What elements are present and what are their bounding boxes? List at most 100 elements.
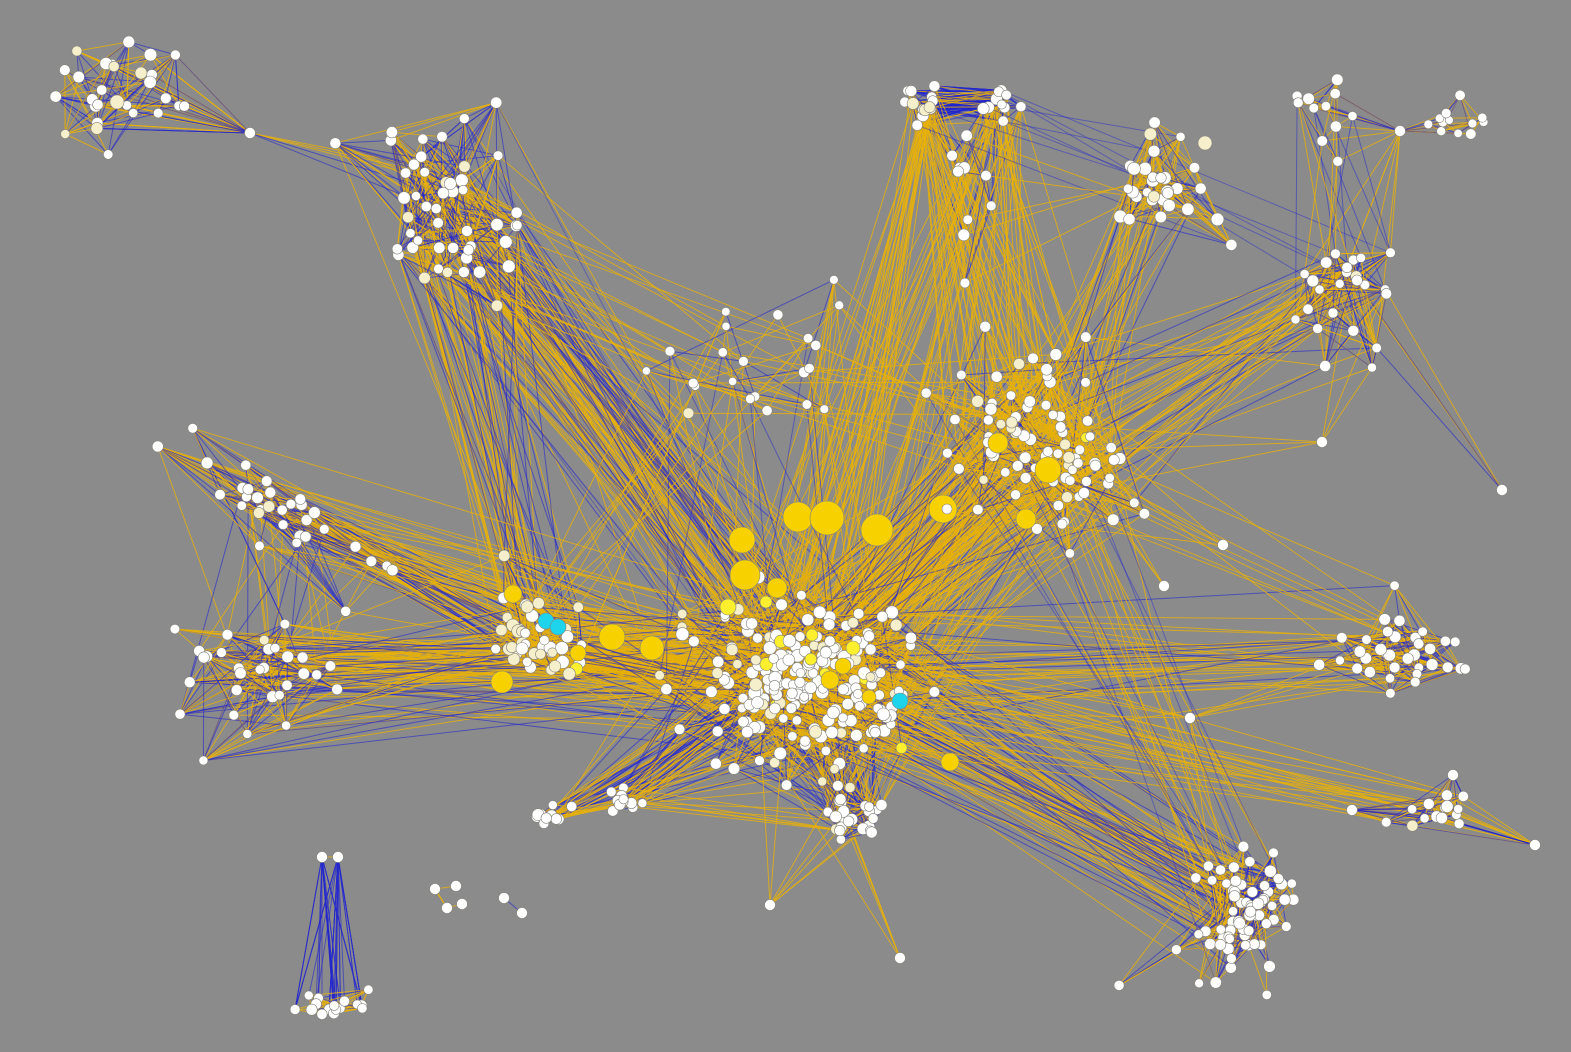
graph-edge [97, 122, 251, 134]
graph-edge [179, 536, 307, 715]
graph-edge [503, 555, 719, 663]
graph-edge [932, 91, 999, 102]
graph-edge [1095, 367, 1373, 467]
graph-edge [966, 135, 1137, 198]
graph-edge [933, 85, 953, 156]
graph-edge [931, 96, 997, 100]
graph-edge [1006, 94, 1034, 359]
graph-edge [916, 125, 962, 376]
graph-edge [286, 647, 770, 726]
graph-edge [1376, 130, 1401, 348]
graph-edge [466, 257, 825, 410]
graph-edge [410, 232, 776, 642]
graph-edge [479, 271, 812, 660]
graph-edge [436, 208, 724, 353]
graph-edge [497, 155, 744, 362]
graph-edge [1321, 367, 1373, 443]
graph-edge [934, 85, 1002, 91]
graph-edge [1399, 117, 1440, 132]
graph-edge [96, 127, 251, 134]
graph-edge [398, 254, 825, 410]
graph-edge [275, 606, 528, 649]
graph-edge [826, 336, 1087, 651]
graph-edge [911, 90, 1181, 138]
graph-edge [1390, 130, 1401, 253]
graph-edge [268, 630, 519, 650]
graph-edge [795, 402, 993, 647]
graph-edge [463, 271, 579, 608]
graph-edge [1107, 196, 1155, 484]
graph-edge [515, 225, 847, 627]
graph-edge [516, 225, 567, 630]
graph-edge [958, 107, 990, 469]
graph-edge [990, 99, 997, 206]
graph-edge [912, 103, 1155, 152]
graph-edge [1334, 93, 1401, 132]
graph-edge [985, 175, 1137, 198]
graph-edge [259, 669, 570, 675]
graph-edge [407, 217, 553, 653]
graph-edge [175, 54, 251, 134]
graph-edge [532, 615, 777, 637]
graph-edge [780, 94, 1007, 642]
graph-edge [1304, 140, 1323, 275]
graph-edge [1297, 102, 1362, 259]
graph-edge [496, 305, 694, 384]
graph-edge [1087, 199, 1153, 422]
graph-edge [337, 666, 531, 690]
graph-edge [300, 535, 508, 618]
graph-edge [1399, 130, 1459, 134]
graph-edge [1297, 102, 1327, 263]
graph-edge [931, 89, 1002, 98]
graph-edge [268, 542, 298, 650]
graph-edge [178, 105, 251, 134]
graph-edge [963, 167, 1057, 355]
graph-edge [464, 166, 738, 665]
graph-edge [1004, 107, 1012, 429]
graph-edge [977, 121, 1004, 402]
graph-edge [1321, 289, 1386, 443]
graph-edge [930, 108, 1178, 190]
graph-edge [724, 108, 984, 710]
graph-edge [396, 248, 771, 649]
graph-edge [496, 305, 583, 646]
graph-edge [746, 319, 1296, 625]
graph-edge [767, 106, 1022, 681]
graph-edge [247, 647, 551, 735]
graph-edge [931, 96, 989, 443]
graph-edge [1352, 115, 1391, 253]
graph-edge [268, 555, 505, 650]
graph-edge [1335, 79, 1338, 254]
graph-edge [503, 225, 518, 556]
graph-edge [398, 254, 783, 666]
graph-edge [957, 171, 993, 404]
graph-edge [1325, 115, 1353, 263]
graph-edge [780, 219, 969, 656]
graph-edge [957, 171, 1057, 355]
graph-edge [875, 107, 990, 677]
graph-node[interactable] [72, 70, 85, 84]
graph-edge [516, 224, 647, 372]
graph-edge [463, 118, 849, 664]
graph-edge [337, 688, 777, 696]
graph-edge [929, 107, 956, 420]
graph-edge [1295, 96, 1298, 320]
graph-edge [1133, 253, 1336, 504]
graph-edge [1384, 289, 1503, 491]
graph-edge [466, 230, 744, 362]
graph-edge [330, 653, 518, 667]
graph-edge [463, 271, 540, 604]
graph-edge [990, 205, 1121, 459]
graph-edge [1325, 161, 1339, 263]
graph-edge [398, 254, 751, 400]
graph-edge [1376, 347, 1503, 491]
graph-edge [246, 489, 249, 735]
graph-edge [530, 666, 680, 730]
graph-edge [1335, 126, 1401, 132]
graph-edge [964, 191, 1148, 284]
graph-edge [316, 674, 748, 733]
graph-edge [1296, 95, 1378, 349]
graph-edge [1060, 280, 1314, 417]
